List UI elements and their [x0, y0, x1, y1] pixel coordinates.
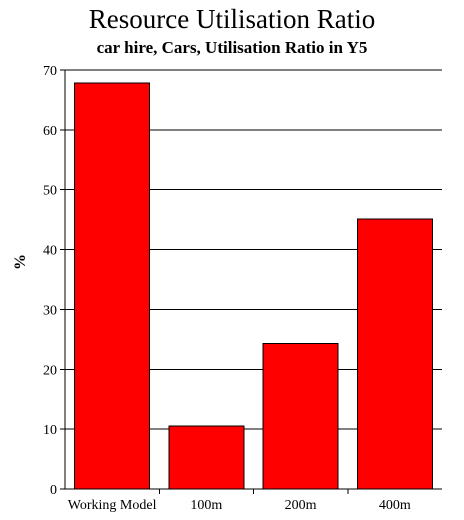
bar — [262, 343, 339, 490]
y-tick-label: 10 — [43, 423, 57, 438]
y-tick-label: 70 — [43, 64, 57, 79]
bar — [168, 425, 245, 490]
chart-subtitle: car hire, Cars, Utilisation Ratio in Y5 — [96, 38, 368, 57]
y-tick-label: 60 — [43, 124, 57, 139]
chart-title: Resource Utilisation Ratio — [88, 4, 376, 34]
x-tick-label: 200m — [285, 498, 317, 513]
x-tick-label: 400m — [379, 498, 411, 513]
y-tick-label: 0 — [50, 483, 57, 498]
bar — [356, 218, 433, 490]
x-tick-label: Working Model — [68, 498, 157, 513]
y-tick-label: 20 — [43, 363, 57, 378]
y-tick-label: 40 — [43, 244, 57, 259]
bar — [74, 82, 151, 490]
y-tick-label: 50 — [43, 184, 57, 199]
y-tick-label: 30 — [43, 303, 57, 318]
x-tick-label: 100m — [190, 498, 222, 513]
